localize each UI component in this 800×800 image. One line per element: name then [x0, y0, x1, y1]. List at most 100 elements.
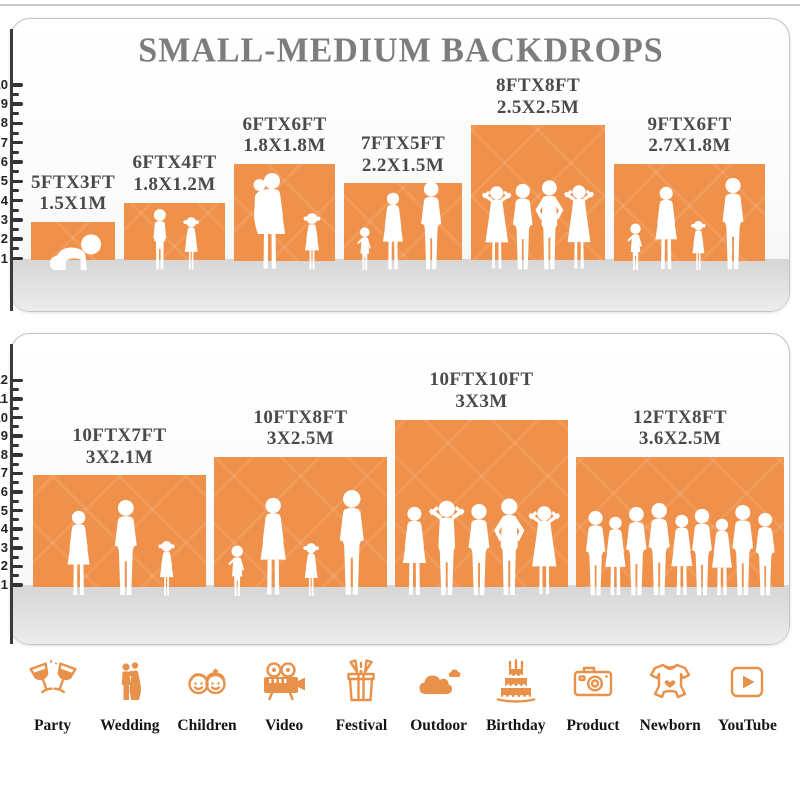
size-ft-text: 10FTX8FT — [253, 406, 348, 428]
ruler-number: 1 — [0, 577, 8, 592]
ruler-tick-minor — [12, 499, 19, 503]
category-label: YouTube — [717, 717, 777, 734]
ruler-tick-minor — [12, 555, 19, 559]
children-icon — [188, 668, 226, 695]
ruler-number: 2 — [0, 558, 8, 574]
backdrop-size-label: 9FTX6FT 2.7X1.8M — [647, 114, 731, 157]
ruler-tick-minor — [12, 92, 19, 96]
medium-large-panel: 12345678910111210FTX7FT3X2.1M10FTX8FT3X2… — [0, 333, 790, 645]
category-wedding: Wedding — [91, 658, 168, 735]
ruler-number: 11 — [0, 391, 8, 406]
ruler-number: 4 — [0, 521, 8, 537]
backdrop-size-label: 10FTX10FT 3X3M — [430, 369, 534, 412]
size-ft-text: 10FTX10FT — [429, 369, 534, 391]
person-silhouette-woman-carry — [246, 172, 292, 272]
size-m-text: 3X2.5M — [266, 428, 335, 450]
ruler-tick-minor — [12, 247, 19, 251]
backdrop-size-label: 8FTX8FT 2.5X2.5M — [496, 75, 580, 118]
category-youtube: YouTube — [709, 658, 786, 735]
category-label: Outdoor — [410, 717, 468, 734]
person-silhouette-man — [413, 181, 449, 272]
ruler-tick-minor — [12, 189, 19, 193]
person-silhouette-man — [748, 512, 782, 598]
person-silhouette-woman — [253, 497, 293, 598]
ruler-number: 3 — [0, 539, 8, 555]
ruler-tick-minor — [12, 406, 19, 410]
ruler-number: 5 — [0, 173, 8, 189]
category-label: Wedding — [100, 717, 160, 734]
floor-area — [11, 258, 789, 311]
size-m-text: 3.6X2.5M — [638, 428, 722, 450]
page-title: SMALL-MEDIUM BACKDROPS — [138, 31, 664, 70]
ruler-tick-minor — [12, 425, 19, 429]
ruler-tick-minor — [12, 131, 19, 135]
ruler-tick-major — [12, 397, 23, 401]
backdrop-size-label: 6FTX6FT 1.8X1.8M — [242, 114, 326, 157]
ruler-number: 6 — [0, 154, 8, 169]
video-icon — [264, 662, 306, 701]
ruler-tick-minor — [12, 518, 19, 522]
ruler-number: 9 — [0, 96, 8, 112]
ruler-number: 9 — [0, 428, 8, 444]
size-m-text: 2.5X2.5M — [496, 96, 580, 118]
size-ft-text: 5FTX3FT — [30, 171, 116, 193]
category-video: Video — [246, 658, 323, 735]
size-ft-text: 10FTX7FT — [72, 425, 167, 447]
ruler-tick-major — [12, 121, 23, 126]
category-label: Party — [34, 717, 72, 734]
category-label: Newborn — [639, 717, 701, 734]
ruler-number: 1 — [0, 250, 8, 266]
ruler-tick-major — [12, 140, 23, 145]
size-m-text: 2.7X1.8M — [648, 135, 731, 157]
size-ft-text: 6FTX6FT — [242, 113, 327, 135]
backdrop-size-label: 10FTX7FT 3X2.1M — [73, 425, 167, 468]
ruler-tick-major — [12, 179, 23, 184]
festival-icon — [347, 659, 376, 702]
person-silhouette-girl — [155, 540, 178, 598]
ruler-number: 2 — [0, 231, 8, 247]
ruler-tick-major — [12, 237, 23, 241]
backdrop-size-label: 6FTX4FT 1.8X1.2M — [132, 152, 216, 195]
ruler-line — [10, 344, 13, 644]
ruler-tick-major — [12, 490, 23, 494]
wedding-icon — [121, 662, 141, 700]
ruler-tick-minor — [12, 112, 19, 116]
person-silhouette-toddler — [627, 222, 644, 272]
category-outdoor: Outdoor — [400, 658, 477, 735]
ruler-tick-major — [12, 415, 23, 420]
top-divider-line — [0, 4, 800, 6]
ruler-tick-minor — [12, 208, 19, 212]
size-m-text: 2.2X1.5M — [361, 154, 445, 176]
category-label: Festival — [335, 717, 388, 734]
person-silhouette-toddler — [228, 544, 246, 598]
youtube-icon — [731, 666, 764, 698]
size-m-text: 3X2.1M — [85, 446, 154, 468]
person-silhouette-woman-dress-pose — [557, 184, 601, 272]
category-newborn: Newborn — [632, 658, 709, 735]
person-silhouette-woman — [61, 510, 96, 598]
backdrop-size-label: 5FTX3FT 1.5X1M — [31, 172, 115, 215]
ruler-tick-major — [12, 546, 23, 550]
ruler-tick-major — [12, 583, 23, 587]
category-label: Product — [566, 717, 620, 734]
backdrop-rect-5ftx3ft — [31, 221, 115, 261]
person-silhouette-woman-dress-pose — [521, 505, 568, 598]
person-silhouette-baby — [42, 232, 104, 272]
person-silhouette-boy — [147, 208, 173, 272]
category-label: Children — [177, 717, 237, 734]
category-children: Children — [168, 658, 245, 735]
ruler-tick-minor — [12, 388, 19, 392]
ruler-tick-major — [12, 256, 23, 261]
ruler-tick-major — [12, 218, 23, 222]
size-m-text: 1.8X1.8M — [243, 135, 326, 157]
ruler-number: 10 — [0, 76, 8, 92]
backdrop-size-label: 12FTX8FT 3.6X2.5M — [633, 407, 727, 450]
category-product: Product — [554, 658, 631, 735]
person-silhouette-girl — [300, 542, 322, 598]
ruler-tick-minor — [12, 444, 19, 447]
ruler-number: 12 — [0, 372, 8, 388]
small-medium-panel: SMALL-MEDIUM BACKDROPS 1 2 3 4 5 6 7 8 9 10 5FTX3FT… — [0, 18, 790, 312]
floor-area — [11, 585, 789, 644]
person-silhouette-man — [714, 177, 752, 272]
